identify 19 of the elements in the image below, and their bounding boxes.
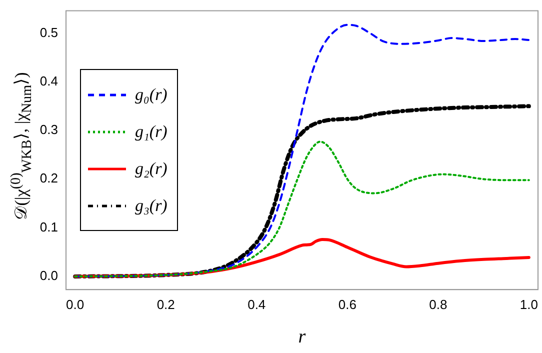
line-series	[73, 104, 531, 278]
x-tick-label: 0.4	[248, 296, 266, 312]
legend-label: g₁(r)	[135, 122, 168, 142]
y-tick-label: 0.2	[40, 170, 58, 186]
y-tick-label: 0.1	[40, 219, 58, 234]
legend-label: g₂(r)	[135, 158, 168, 178]
x-axis-title: r	[298, 326, 306, 348]
x-tick-label: 0.2	[156, 296, 175, 312]
x-tick-label: 0.0	[66, 296, 84, 312]
legend-label: g₃(r)	[135, 196, 168, 216]
legend-label: g₀(r)	[135, 84, 168, 104]
x-tick-label: 0.8	[429, 296, 448, 312]
y-tick-label: 0.3	[40, 122, 58, 138]
y-tick-label: 0.4	[40, 73, 58, 88]
line-series	[74, 140, 530, 278]
y-tick-label: 0.5	[40, 24, 58, 40]
x-tick-label: 0.6	[338, 296, 356, 312]
x-tick-label: 1.0	[520, 296, 538, 312]
y-tick-label: 0.0	[40, 268, 58, 284]
